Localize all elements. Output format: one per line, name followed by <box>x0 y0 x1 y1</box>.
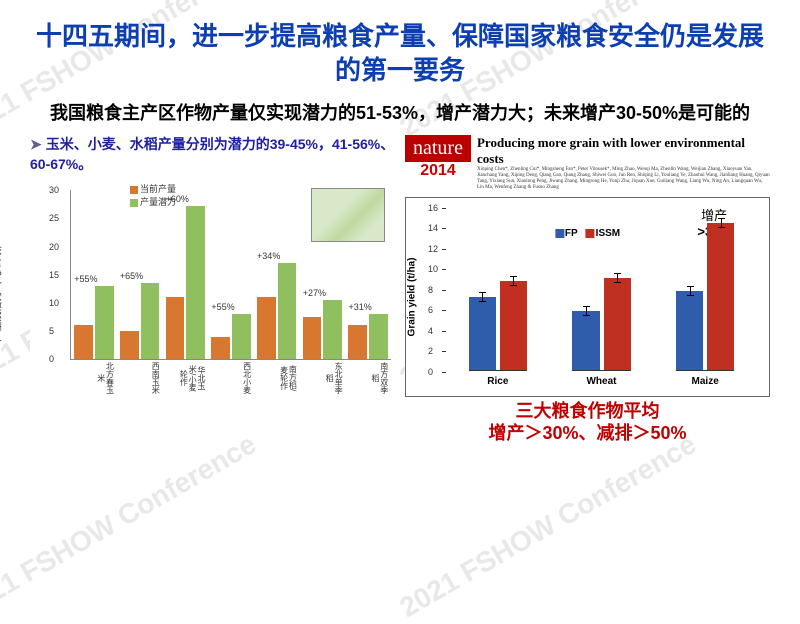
left-bar-chart: 当前产量 产量潜力 产量及潜力（吨/公顷） 051015202530北方春玉米+… <box>30 180 395 400</box>
ytick: 20 <box>49 242 59 252</box>
nature-logo: nature <box>405 135 471 162</box>
category-label: 北方春玉米 <box>74 359 113 395</box>
category-label: 南方稻/麦轮作 <box>257 359 296 395</box>
nature-authors: Xinping Chen*, Zhenling Cui*, Mingsheng … <box>477 167 770 191</box>
bar-group: 华北玉米/小麦轮作 <box>166 206 205 359</box>
main-title: 十四五期间，进一步提高粮食产量、保障国家粮食安全仍是发展的第一要务 <box>30 20 770 88</box>
bar-current <box>211 337 230 360</box>
category-label: 东北单季稻 <box>303 359 342 395</box>
bar-potential <box>186 206 205 359</box>
pct-label: +27% <box>303 288 326 298</box>
ytick: 6 <box>428 305 433 315</box>
bar-current <box>303 317 322 360</box>
bar-current <box>257 297 276 359</box>
ytick: 15 <box>49 270 59 280</box>
bar-group <box>676 223 734 371</box>
bar-fp <box>572 311 599 370</box>
ytick: 14 <box>428 223 438 233</box>
category-label: 西南玉米 <box>120 359 159 395</box>
slide-content: 十四五期间，进一步提高粮食产量、保障国家粮食安全仍是发展的第一要务 我国粮食主产… <box>0 0 800 464</box>
bullet-text: ➤玉米、小麦、水稻产量分别为潜力的39-45%，41-56%、60-67%。 <box>30 135 395 174</box>
ytick: 10 <box>49 298 59 308</box>
left-plot-area: 051015202530北方春玉米+55%西南玉米+65%华北玉米/小麦轮作+6… <box>70 190 391 360</box>
nature-paper-title: Producing more grain with lower environm… <box>477 135 770 167</box>
right-ylabel: Grain yield (t/ha) <box>407 258 418 337</box>
right-plot-area: 0246810121416RiceWheatMaize <box>446 208 757 372</box>
bar-group: 西北小麦 <box>211 314 250 359</box>
ytick: 30 <box>49 185 59 195</box>
bar-current <box>74 325 93 359</box>
category-label: 华北玉米/小麦轮作 <box>166 359 205 395</box>
bar-potential <box>95 286 114 360</box>
bar-potential <box>232 314 251 359</box>
ytick: 2 <box>428 346 433 356</box>
nature-citation: nature 2014 Producing more grain with lo… <box>405 135 770 191</box>
pct-label: +55% <box>211 302 234 312</box>
bar-fp <box>469 297 496 370</box>
bar-group: 南方稻/麦轮作 <box>257 263 296 359</box>
right-caption: 三大粮食作物平均 增产＞30%、减排＞50% <box>405 401 770 444</box>
ytick: 16 <box>428 203 438 213</box>
bar-current <box>120 331 139 359</box>
category-label: Wheat <box>550 376 654 387</box>
category-label: Maize <box>653 376 757 387</box>
ytick: 25 <box>49 213 59 223</box>
ytick: 8 <box>428 285 433 295</box>
pct-label: +55% <box>74 274 97 284</box>
right-bar-chart: Grain yield (t/ha) 增产 >30% FP ISSM 02468… <box>405 197 770 397</box>
nature-year: 2014 <box>405 162 471 180</box>
pct-label: +31% <box>348 302 371 312</box>
bar-issm <box>707 223 734 370</box>
ytick: 12 <box>428 244 438 254</box>
bullet-content: 玉米、小麦、水稻产量分别为潜力的39-45%，41-56%、60-67%。 <box>30 136 394 172</box>
caption-line-1: 三大粮食作物平均 <box>516 401 660 421</box>
bar-current <box>348 325 367 359</box>
bar-potential <box>369 314 388 359</box>
bullet-arrow-icon: ➤ <box>30 136 42 152</box>
ytick: 5 <box>49 326 54 336</box>
pct-label: +65% <box>120 271 143 281</box>
right-column: nature 2014 Producing more grain with lo… <box>405 135 770 444</box>
category-label: 西北小麦 <box>211 359 250 395</box>
bar-issm <box>604 278 631 370</box>
bar-group: 东北单季稻 <box>303 300 342 360</box>
bar-group <box>469 281 527 371</box>
bar-potential <box>278 263 297 359</box>
bar-current <box>166 297 185 359</box>
subtitle: 我国粮食主产区作物产量仅实现潜力的51-53%，增产潜力大；未来增产30-50%… <box>30 102 770 125</box>
ytick: 10 <box>428 264 438 274</box>
ytick: 4 <box>428 326 433 336</box>
pct-label: +60% <box>166 194 189 204</box>
bar-issm <box>500 281 527 370</box>
pct-label: +34% <box>257 251 280 261</box>
left-ylabel: 产量及潜力（吨/公顷） <box>0 239 4 342</box>
bar-group: 北方春玉米 <box>74 286 113 360</box>
bar-group: 西南玉米 <box>120 283 159 360</box>
caption-line-2: 增产＞30%、减排＞50% <box>488 423 686 443</box>
category-label: 南方双季稻 <box>348 359 387 395</box>
ytick: 0 <box>49 354 54 364</box>
left-column: ➤玉米、小麦、水稻产量分别为潜力的39-45%，41-56%、60-67%。 当… <box>30 135 395 444</box>
category-label: Rice <box>446 376 550 387</box>
bar-potential <box>141 283 160 360</box>
bar-potential <box>323 300 342 360</box>
ytick: 0 <box>428 367 433 377</box>
bar-group: 南方双季稻 <box>348 314 387 359</box>
bar-fp <box>676 291 703 370</box>
bar-group <box>572 278 630 371</box>
